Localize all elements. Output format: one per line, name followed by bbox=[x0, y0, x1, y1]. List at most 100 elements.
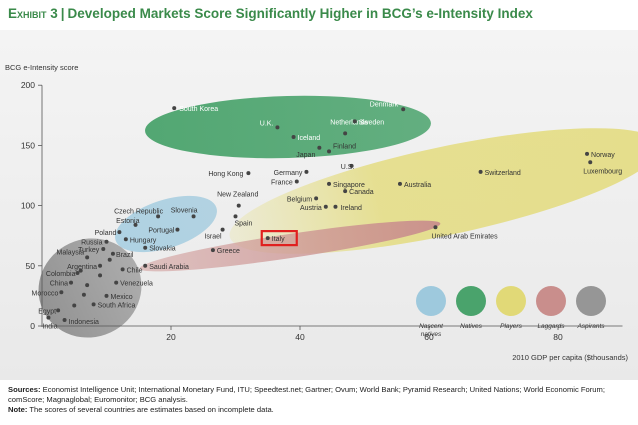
point-mexico bbox=[104, 293, 109, 298]
label-russia: Russia bbox=[81, 240, 103, 247]
note-line: Note: The scores of several countries ar… bbox=[8, 405, 633, 415]
point-hungary bbox=[123, 237, 128, 242]
label-slovakia: Slovakia bbox=[149, 246, 176, 253]
label-france: France bbox=[271, 180, 293, 187]
point-south-korea bbox=[172, 106, 177, 111]
label-india: India bbox=[42, 324, 57, 331]
point-denmark bbox=[401, 107, 406, 112]
label-u-s: U.S. bbox=[341, 164, 355, 171]
label-south-africa: South Africa bbox=[98, 302, 136, 309]
point-iceland bbox=[291, 134, 296, 139]
point-indonesia bbox=[62, 317, 67, 322]
point-sweden bbox=[352, 119, 357, 124]
zone-natives bbox=[145, 95, 431, 159]
label-argentina: Argentina bbox=[67, 264, 97, 271]
label-belgium: Belgium bbox=[287, 196, 312, 203]
point-united-arab-emirates bbox=[433, 225, 438, 230]
label-australia: Australia bbox=[404, 182, 431, 189]
point-slovakia bbox=[143, 245, 148, 250]
point-india bbox=[46, 315, 51, 320]
point-new-zealand bbox=[236, 203, 241, 208]
label-malaysia: Malaysia bbox=[57, 249, 85, 256]
point-switzerland bbox=[478, 169, 483, 174]
label-saudi-arabia: Saudi Arabia bbox=[149, 264, 189, 271]
label-colombia: Colombia bbox=[46, 271, 76, 278]
source-notes: Sources: Economist Intelligence Unit; In… bbox=[8, 385, 633, 415]
label-poland: Poland bbox=[95, 230, 117, 237]
legend-swatch-natives bbox=[456, 286, 486, 316]
sources-line: Sources: Economist Intelligence Unit; In… bbox=[8, 385, 633, 405]
label-israel: Israel bbox=[204, 234, 222, 241]
point-russia bbox=[104, 239, 109, 244]
legend-label-nascent-2: natives bbox=[421, 331, 442, 338]
x-tick-label: 20 bbox=[166, 332, 176, 342]
point-belgium bbox=[314, 196, 319, 201]
x-tick-label: 80 bbox=[553, 332, 563, 342]
legend-label-aspirants: Aspirants bbox=[576, 323, 605, 330]
point-ireland bbox=[333, 204, 338, 209]
point-slovenia bbox=[191, 214, 196, 219]
legend-label-players: Players bbox=[500, 323, 522, 330]
label-morocco: Morocco bbox=[32, 290, 59, 297]
point-chile bbox=[120, 267, 125, 272]
label-egypt: Egypt bbox=[38, 308, 56, 315]
x-tick-label: 40 bbox=[295, 332, 305, 342]
y-tick-label: 200 bbox=[21, 80, 35, 90]
point-czech-republic bbox=[156, 214, 161, 219]
point-france bbox=[294, 179, 299, 184]
scatter-chart: 0 50 100 150 200 20 40 60 80 BCG e-Intensity scor… bbox=[5, 63, 638, 362]
highlight-box bbox=[260, 230, 298, 247]
point-unlabeled bbox=[78, 268, 83, 273]
label-china: China bbox=[50, 281, 68, 288]
note-label: Note: bbox=[8, 405, 28, 414]
legend-label-laggards: Laggards bbox=[537, 323, 565, 330]
point-estonia bbox=[133, 222, 138, 227]
label-slovenia: Slovenia bbox=[171, 207, 198, 214]
label-ireland: Ireland bbox=[340, 205, 362, 212]
point-turkey bbox=[101, 246, 106, 251]
point-morocco bbox=[59, 290, 64, 295]
label-hungary: Hungary bbox=[130, 237, 157, 244]
label-hong-kong: Hong Kong bbox=[208, 171, 243, 178]
label-austria: Austria bbox=[300, 205, 322, 212]
label-indonesia: Indonesia bbox=[69, 319, 99, 326]
label-u-k: U.K. bbox=[260, 120, 274, 127]
title-text: Developed Markets Score Significantly Hi… bbox=[67, 6, 533, 21]
point-poland bbox=[117, 230, 122, 235]
label-japan: Japan bbox=[296, 152, 315, 159]
point-unlabeled bbox=[81, 292, 86, 297]
point-u-s bbox=[349, 163, 354, 168]
point-saudi-arabia bbox=[143, 263, 148, 268]
point-netherlands bbox=[343, 131, 348, 136]
label-spain: Spain bbox=[235, 220, 253, 227]
point-australia bbox=[397, 181, 402, 186]
label-turkey: Turkey bbox=[78, 247, 100, 254]
point-portugal bbox=[175, 227, 180, 232]
sources-text: Economist Intelligence Unit; Internation… bbox=[8, 385, 605, 404]
point-china bbox=[69, 280, 74, 285]
point-unlabeled bbox=[72, 303, 77, 308]
cluster-zones bbox=[38, 95, 638, 338]
point-singapore bbox=[327, 181, 332, 186]
title-separator: | bbox=[60, 6, 65, 21]
point-austria bbox=[323, 204, 328, 209]
legend-swatch-aspirants bbox=[576, 286, 606, 316]
y-tick-label: 0 bbox=[30, 321, 35, 331]
label-venezuela: Venezuela bbox=[120, 281, 153, 288]
legend-swatch-nascent bbox=[416, 286, 446, 316]
label-netherlands: Netherlands bbox=[330, 119, 368, 126]
legend-label-natives: Natives bbox=[460, 323, 482, 330]
point-spain bbox=[233, 214, 238, 219]
label-estonia: Estonia bbox=[116, 218, 139, 225]
legend-swatch-players bbox=[496, 286, 526, 316]
zone-players bbox=[229, 128, 638, 254]
zone-nascent bbox=[115, 195, 217, 253]
axes: 0 50 100 150 200 20 40 60 80 BCG e-Intensity scor… bbox=[5, 63, 628, 362]
point-venezuela bbox=[114, 280, 119, 285]
x-tick-label: 60 bbox=[424, 332, 434, 342]
point-italy bbox=[265, 236, 270, 241]
point-unlabeled bbox=[85, 283, 90, 288]
label-switzerland: Switzerland bbox=[485, 170, 521, 177]
label-new-zealand: New Zealand bbox=[217, 192, 258, 199]
